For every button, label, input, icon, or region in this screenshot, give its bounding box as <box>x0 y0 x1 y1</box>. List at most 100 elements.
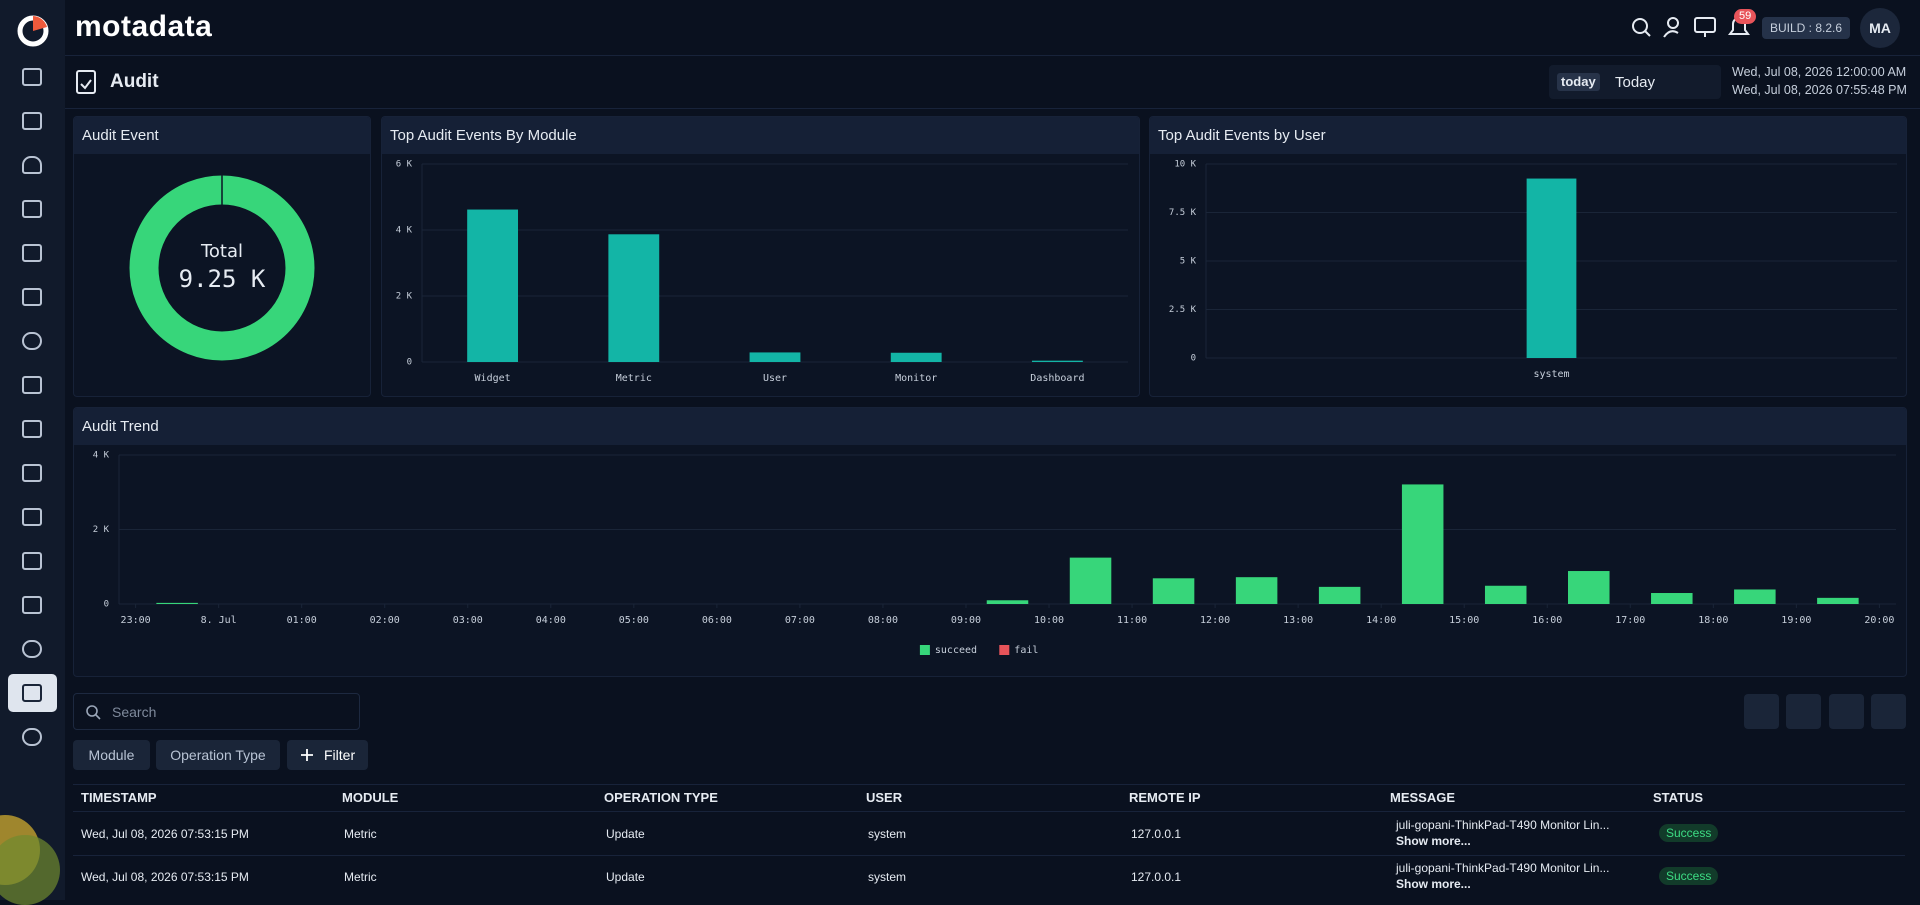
y-tick-label: 4 K <box>93 451 110 461</box>
donut-segment <box>129 175 315 361</box>
x-tick-label: 8. Jul <box>201 615 237 626</box>
bar <box>608 234 660 362</box>
divider <box>73 784 1905 785</box>
search-icon <box>86 705 101 720</box>
filter-button[interactable] <box>1871 694 1906 729</box>
page-icon <box>76 70 96 94</box>
logo-icon <box>17 15 49 47</box>
panel: Audit Event Total 9.25 K <box>73 116 371 397</box>
x-tick-label: 20:00 <box>1864 615 1894 626</box>
x-tick-label: 08:00 <box>868 615 898 626</box>
cell: Wed, Jul 08, 2026 07:53:15 PM <box>81 827 249 841</box>
x-tick-label: 12:00 <box>1200 615 1230 626</box>
date-picker[interactable]: today Today <box>1549 65 1721 99</box>
nav-icon[interactable] <box>22 464 42 482</box>
x-tick-label: Dashboard <box>1030 373 1084 384</box>
x-tick-label: 01:00 <box>287 615 317 626</box>
x-tick-label: 10:00 <box>1034 615 1064 626</box>
nav-icon[interactable] <box>22 244 42 262</box>
nav-icon[interactable] <box>22 332 42 350</box>
cell: system <box>868 870 907 884</box>
legend-label: succeed <box>935 645 977 656</box>
x-tick-label: 07:00 <box>785 615 815 626</box>
nav-icon[interactable] <box>22 508 42 526</box>
center-value: 9.25 K <box>179 265 266 293</box>
show-more[interactable]: Show more... <box>1396 834 1471 848</box>
column-header: USER <box>866 790 903 805</box>
x-tick-label: 06:00 <box>702 615 732 626</box>
chart: 0 2 K 4 K 6 K Widget Metric User Monitor Dashboa… <box>396 160 1128 384</box>
range-to: Wed, Jul 08, 2026 07:55:48 PM <box>1732 83 1907 97</box>
bar <box>156 602 198 604</box>
nav-icon[interactable] <box>22 640 42 658</box>
cell-message: juli-gopani-ThinkPad-T490 Monitor Lin... <box>1396 818 1610 832</box>
search-box[interactable]: Search <box>73 693 360 730</box>
bar <box>467 209 519 362</box>
bar <box>1568 571 1610 604</box>
center-label: Total <box>200 241 243 262</box>
bar <box>1401 484 1444 604</box>
nav-icon[interactable] <box>22 376 42 394</box>
legend: succeed fail <box>919 645 1038 656</box>
cell: Update <box>606 827 645 841</box>
nav-icon[interactable] <box>22 596 42 614</box>
x-tick-label: 03:00 <box>453 615 483 626</box>
filter-chip[interactable]: Operation Type <box>156 740 280 770</box>
x-tick-label: 09:00 <box>951 615 981 626</box>
divider <box>73 855 1905 856</box>
chart: 0 2.5 K 5 K 7.5 K 10 K system <box>1169 160 1897 380</box>
column-header: OPERATION TYPE <box>604 790 718 805</box>
page-header: Audit today Today Wed, Jul 08, 2026 12:0… <box>65 56 1920 109</box>
y-tick-label: 2.5 K <box>1169 305 1197 315</box>
nav-active[interactable] <box>8 674 57 712</box>
avatar[interactable]: MA <box>1860 8 1900 48</box>
header-icons[interactable] <box>1630 15 1780 41</box>
nav-icon[interactable] <box>22 156 42 174</box>
column-header: REMOTE IP <box>1129 790 1201 805</box>
panel-title: Audit Event <box>74 117 370 154</box>
bar <box>1152 578 1195 604</box>
cell: Wed, Jul 08, 2026 07:53:15 PM <box>81 870 249 884</box>
x-tick-label: 18:00 <box>1698 615 1728 626</box>
pdf-button[interactable] <box>1829 694 1864 729</box>
y-tick-label: 4 K <box>396 226 413 236</box>
chart: Total 9.25 K <box>129 175 315 361</box>
range-label: Today <box>1615 74 1656 91</box>
x-tick-label: Monitor <box>895 373 937 384</box>
page-title: Audit <box>110 71 159 92</box>
y-tick-label: 7.5 K <box>1169 208 1197 218</box>
filter-chip[interactable]: Module <box>73 740 150 770</box>
add-filter[interactable]: Filter <box>287 740 368 770</box>
search-placeholder: Search <box>112 704 157 720</box>
top-bar: motadata 59 BUILD : 8.2.6 MA <box>65 0 1920 56</box>
nav-icon[interactable] <box>22 552 42 570</box>
x-tick-label: 13:00 <box>1283 615 1313 626</box>
nav-icon[interactable] <box>22 420 42 438</box>
nav-icon[interactable] <box>22 288 42 306</box>
cell: Update <box>606 870 645 884</box>
cell: 127.0.0.1 <box>1131 827 1182 841</box>
nav-icon[interactable] <box>22 200 42 218</box>
csv-button[interactable] <box>1786 694 1821 729</box>
column-header: MESSAGE <box>1390 790 1456 805</box>
x-tick-label: 02:00 <box>370 615 400 626</box>
nav-icon[interactable] <box>22 68 42 86</box>
status-pill: Success <box>1659 824 1719 842</box>
sidebar <box>0 0 65 905</box>
y-tick-label: 0 <box>407 358 412 368</box>
x-tick-label: 17:00 <box>1615 615 1645 626</box>
nav-icon[interactable] <box>22 728 42 746</box>
plus-icon <box>301 749 313 761</box>
x-tick-label: Widget <box>475 373 511 384</box>
cell: Metric <box>344 870 377 884</box>
nav-icon[interactable] <box>22 112 42 130</box>
x-tick-label: 15:00 <box>1449 615 1479 626</box>
bar <box>1526 178 1577 358</box>
show-more[interactable]: Show more... <box>1396 877 1471 891</box>
notification-badge: 59 <box>1734 9 1757 24</box>
view-button[interactable] <box>1744 694 1779 729</box>
bar <box>1651 593 1693 604</box>
bar <box>1484 585 1527 604</box>
bar <box>1734 589 1776 604</box>
